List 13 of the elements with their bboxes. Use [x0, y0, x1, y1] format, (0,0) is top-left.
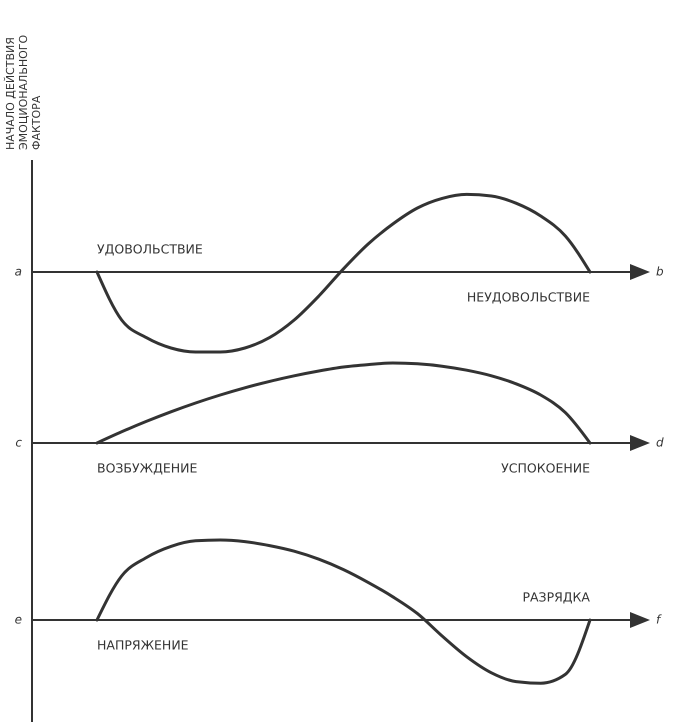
y-axis-title: e: [14, 612, 22, 626]
text: УСПОКОЕНИЕ: [501, 460, 590, 476]
x-axis-title: b: [656, 264, 664, 278]
chart-title: НАЧАЛО ДЕЙСТВИЯ ЭМОЦИОНАЛЬНОГО ФАКТОРА: [3, 34, 43, 150]
annotation: НАПРЯЖЕНИЕ: [97, 637, 189, 652]
annotation: РАЗРЯДКА: [522, 589, 590, 604]
text: ВОЗБУЖДЕНИЕ: [97, 460, 198, 476]
x-axis-title: d: [656, 435, 664, 450]
annotation: НЕУДОВОЛЬСТВИЕ: [466, 289, 590, 304]
y-axis-title: a: [14, 264, 22, 278]
annotation: УДОВОЛЬСТВИЕ: [97, 241, 203, 256]
y-axis-title: c: [15, 435, 22, 450]
x-axis-title: f: [656, 612, 662, 626]
